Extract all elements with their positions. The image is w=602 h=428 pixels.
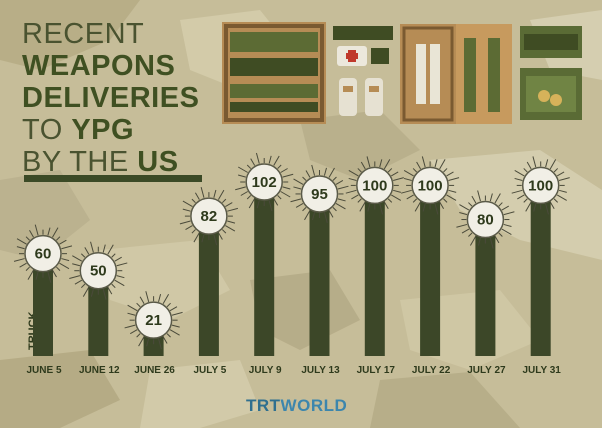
bar	[33, 253, 53, 356]
title-line-5-accent: US	[137, 146, 179, 178]
value-circle	[521, 166, 560, 205]
logo-world: WORLD	[280, 396, 348, 415]
title-line-4-prefix: TO	[22, 114, 63, 146]
data-label: 50	[90, 263, 107, 280]
data-label: 60	[35, 246, 52, 263]
title-line-4-accent: YPG	[71, 114, 135, 146]
bar	[475, 219, 496, 356]
title-underline	[24, 175, 202, 182]
bar	[254, 182, 275, 356]
title-line-3: DELIVERIES	[22, 82, 200, 114]
x-tick-label: JULY 31	[523, 365, 562, 376]
missile-crate-icon	[400, 24, 512, 124]
bar-burst	[179, 187, 239, 246]
title-line-1: RECENT	[22, 18, 145, 50]
bar	[364, 185, 385, 356]
x-tick-label: JULY 5	[193, 365, 226, 376]
value-circle	[79, 251, 118, 290]
title-line-4: TO YPG	[22, 114, 199, 146]
bar-burst	[400, 156, 460, 215]
x-tick-label: JUNE 26	[134, 365, 175, 376]
data-label: 21	[145, 312, 162, 329]
data-label: 100	[362, 177, 387, 194]
x-tick-label: JULY 13	[301, 365, 340, 376]
trt-world-logo: TRTWORLD	[246, 396, 347, 416]
title-line-5-prefix: BY THE	[22, 146, 129, 178]
chart-title: RECENT WEAPONS DELIVERIES TO YPG BY THE …	[22, 18, 199, 178]
medical-kit-icon	[333, 26, 393, 116]
bar-burst	[13, 224, 73, 283]
x-tick-label: JUNE 5	[26, 365, 61, 376]
x-tick-label: JULY 9	[249, 365, 282, 376]
data-label: 100	[418, 177, 443, 194]
x-tick-label: JUNE 12	[79, 365, 120, 376]
value-circle	[356, 166, 394, 205]
bar-burst	[456, 190, 515, 249]
value-circle	[245, 163, 283, 201]
bar-burst	[345, 156, 404, 215]
bar-burst	[124, 291, 183, 350]
bar-burst	[511, 156, 570, 215]
bar	[198, 216, 219, 356]
data-label: 102	[252, 174, 277, 191]
bar-burst	[235, 152, 294, 212]
bar-burst	[69, 241, 128, 300]
bar	[309, 193, 330, 356]
data-label: 80	[477, 212, 494, 229]
ammo-box-icon	[520, 26, 582, 120]
bar-burst	[290, 164, 349, 224]
value-circle	[24, 234, 62, 273]
value-circle	[190, 197, 228, 235]
title-line-2: WEAPONS	[22, 50, 176, 82]
value-circle	[411, 166, 449, 205]
data-label: 95	[311, 186, 328, 203]
value-circle	[300, 175, 339, 213]
weapons-crate-icon	[222, 22, 326, 124]
logo-trt: TRT	[246, 396, 281, 415]
data-label: 82	[201, 208, 218, 225]
value-circle	[466, 200, 505, 239]
value-circle	[134, 301, 173, 339]
x-tick-label: JULY 17	[357, 365, 396, 376]
bar	[88, 270, 109, 356]
data-label: 100	[528, 177, 553, 194]
bar	[420, 185, 441, 356]
title-line-5: BY THE US	[22, 146, 199, 178]
x-tick-label: JULY 27	[467, 365, 506, 376]
x-tick-label: JULY 22	[412, 365, 451, 376]
bar	[530, 185, 551, 356]
